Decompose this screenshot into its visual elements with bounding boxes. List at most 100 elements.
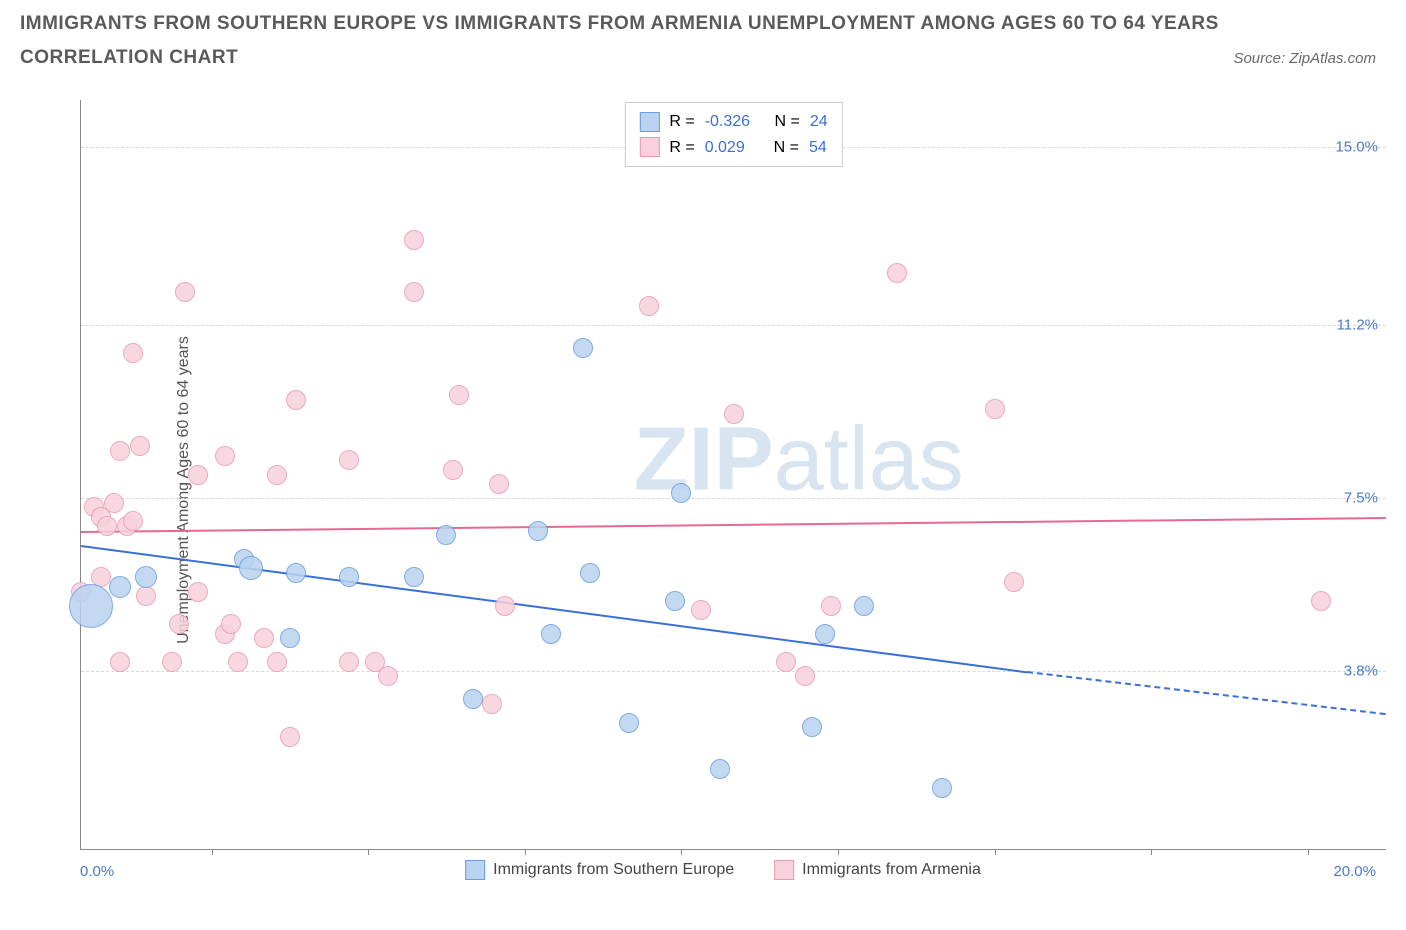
scatter-point bbox=[724, 404, 744, 424]
series-swatch-1 bbox=[639, 137, 659, 157]
scatter-point bbox=[821, 596, 841, 616]
stats-row-0: R = -0.326 N = 24 bbox=[639, 109, 827, 135]
scatter-point bbox=[449, 385, 469, 405]
r-value-1: 0.029 bbox=[705, 135, 745, 161]
scatter-point bbox=[404, 282, 424, 302]
n-value-0: 24 bbox=[810, 109, 828, 135]
scatter-point bbox=[280, 628, 300, 648]
scatter-point bbox=[267, 652, 287, 672]
trend-line bbox=[81, 517, 1386, 533]
scatter-point bbox=[639, 296, 659, 316]
series-swatch-0 bbox=[639, 112, 659, 132]
trend-line bbox=[1027, 671, 1386, 715]
scatter-point bbox=[665, 591, 685, 611]
x-tick bbox=[681, 849, 682, 855]
scatter-point bbox=[436, 525, 456, 545]
legend-swatch-0 bbox=[465, 860, 485, 880]
scatter-point bbox=[130, 436, 150, 456]
scatter-point bbox=[985, 399, 1005, 419]
scatter-point bbox=[254, 628, 274, 648]
watermark-bold: ZIP bbox=[634, 409, 774, 509]
scatter-point bbox=[691, 600, 711, 620]
n-value-1: 54 bbox=[809, 135, 827, 161]
scatter-point bbox=[188, 465, 208, 485]
gridline bbox=[81, 325, 1386, 326]
scatter-point bbox=[239, 556, 263, 580]
scatter-point bbox=[580, 563, 600, 583]
scatter-point bbox=[887, 263, 907, 283]
scatter-point bbox=[463, 689, 483, 709]
scatter-point bbox=[932, 778, 952, 798]
scatter-point bbox=[136, 586, 156, 606]
trend-line bbox=[81, 545, 1027, 673]
plot-region: ZIPatlas R = -0.326 N = 24 R = 0.029 N =… bbox=[80, 100, 1386, 850]
scatter-point bbox=[573, 338, 593, 358]
x-tick bbox=[838, 849, 839, 855]
scatter-point bbox=[671, 483, 691, 503]
scatter-point bbox=[110, 652, 130, 672]
legend-swatch-1 bbox=[774, 860, 794, 880]
x-tick bbox=[995, 849, 996, 855]
scatter-point bbox=[495, 596, 515, 616]
scatter-point bbox=[541, 624, 561, 644]
legend-item-1: Immigrants from Armenia bbox=[774, 860, 981, 880]
scatter-point bbox=[69, 584, 113, 628]
scatter-point bbox=[109, 576, 131, 598]
x-tick bbox=[212, 849, 213, 855]
scatter-point bbox=[267, 465, 287, 485]
y-tick-label: 15.0% bbox=[1335, 138, 1378, 155]
legend-item-0: Immigrants from Southern Europe bbox=[465, 860, 734, 880]
x-tick bbox=[525, 849, 526, 855]
scatter-point bbox=[110, 441, 130, 461]
scatter-point bbox=[135, 566, 157, 588]
stats-row-1: R = 0.029 N = 54 bbox=[639, 135, 827, 161]
scatter-point bbox=[280, 727, 300, 747]
scatter-point bbox=[1004, 572, 1024, 592]
y-tick-label: 11.2% bbox=[1337, 316, 1378, 333]
n-label: N = bbox=[775, 109, 800, 135]
scatter-point bbox=[802, 717, 822, 737]
scatter-point bbox=[404, 567, 424, 587]
r-value-0: -0.326 bbox=[705, 109, 750, 135]
scatter-point bbox=[619, 713, 639, 733]
scatter-point bbox=[286, 563, 306, 583]
series-legend: Immigrants from Southern Europe Immigran… bbox=[465, 860, 981, 880]
chart-title: IMMIGRANTS FROM SOUTHERN EUROPE VS IMMIG… bbox=[20, 10, 1386, 39]
scatter-point bbox=[443, 460, 463, 480]
scatter-point bbox=[169, 614, 189, 634]
scatter-point bbox=[378, 666, 398, 686]
scatter-point bbox=[228, 652, 248, 672]
y-tick-label: 7.5% bbox=[1344, 489, 1378, 506]
x-axis-min-label: 0.0% bbox=[80, 863, 114, 880]
scatter-point bbox=[489, 474, 509, 494]
r-label: R = bbox=[669, 109, 694, 135]
scatter-point bbox=[215, 446, 235, 466]
scatter-point bbox=[162, 652, 182, 672]
legend-label-0: Immigrants from Southern Europe bbox=[493, 861, 734, 879]
scatter-point bbox=[854, 596, 874, 616]
legend-label-1: Immigrants from Armenia bbox=[802, 861, 981, 879]
scatter-point bbox=[188, 582, 208, 602]
x-axis-max-label: 20.0% bbox=[1333, 863, 1376, 880]
scatter-point bbox=[339, 652, 359, 672]
gridline bbox=[81, 498, 1386, 499]
chart-subtitle: CORRELATION CHART bbox=[20, 47, 1386, 69]
scatter-point bbox=[528, 521, 548, 541]
r-label: R = bbox=[669, 135, 694, 161]
chart-area: Unemployment Among Ages 60 to 64 years Z… bbox=[60, 100, 1386, 880]
scatter-point bbox=[221, 614, 241, 634]
scatter-point bbox=[404, 230, 424, 250]
scatter-point bbox=[339, 450, 359, 470]
scatter-point bbox=[286, 390, 306, 410]
source-attribution: Source: ZipAtlas.com bbox=[1233, 50, 1376, 67]
stats-legend: R = -0.326 N = 24 R = 0.029 N = 54 bbox=[624, 102, 842, 167]
n-label: N = bbox=[774, 135, 799, 161]
scatter-point bbox=[97, 516, 117, 536]
y-tick-label: 3.8% bbox=[1344, 663, 1378, 680]
scatter-point bbox=[815, 624, 835, 644]
x-tick bbox=[1308, 849, 1309, 855]
scatter-point bbox=[123, 343, 143, 363]
x-tick bbox=[368, 849, 369, 855]
scatter-point bbox=[123, 511, 143, 531]
scatter-point bbox=[104, 493, 124, 513]
